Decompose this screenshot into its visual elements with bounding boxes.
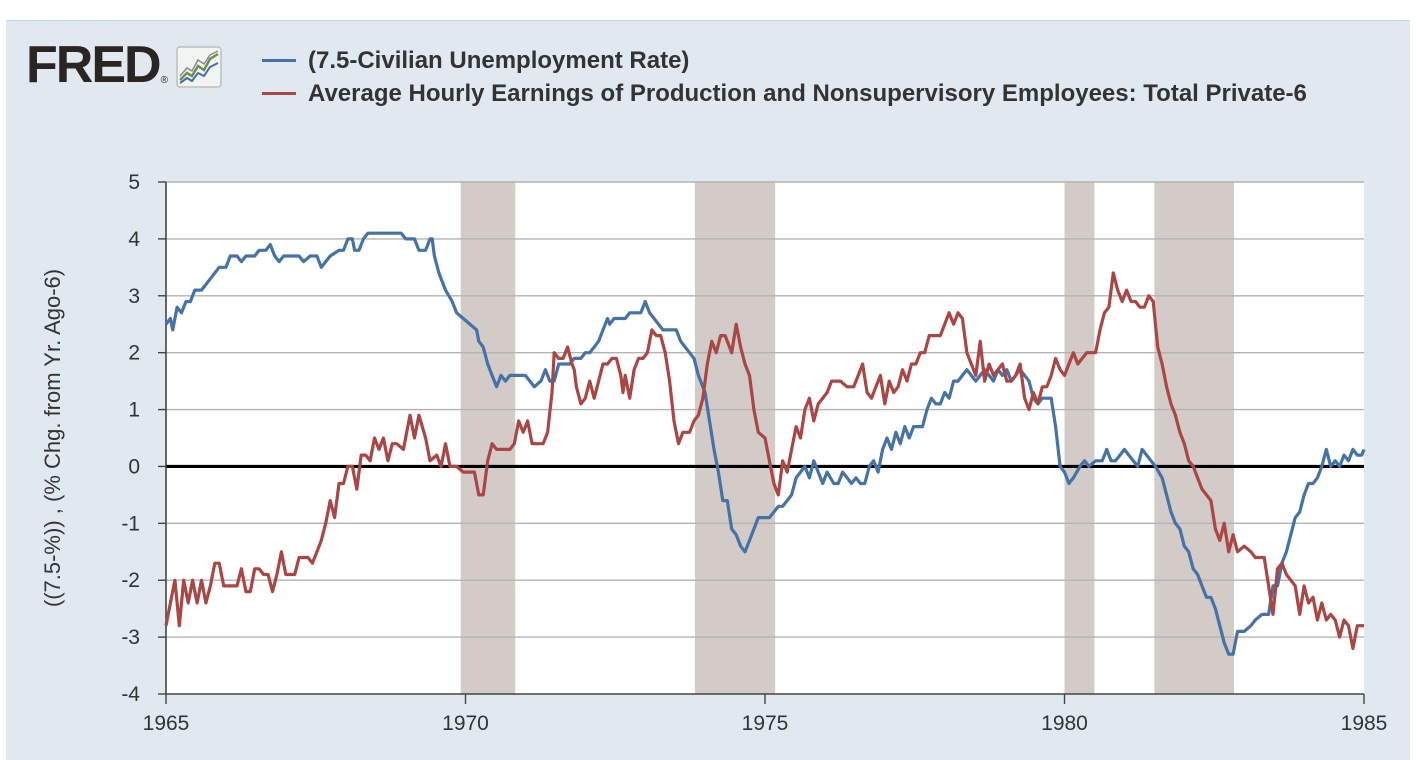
line-chart-icon [176,46,222,88]
legend-entry-unemployment: (7.5-Civilian Unemployment Rate) [262,44,1402,77]
legend-swatch-blue [262,59,296,62]
recession-band-1 [694,182,776,694]
legend-label: (7.5-Civilian Unemployment Rate) [308,47,690,74]
legend-entry-earnings: Average Hourly Earnings of Production an… [262,77,1402,110]
y-tick-label: 0 [128,455,140,478]
recession-band-2 [1064,182,1095,694]
x-tick-label: 1985 [1341,712,1388,735]
legend-swatch-red [262,92,296,95]
y-tick-label: 5 [128,171,140,194]
x-tick-label: 1965 [143,712,190,735]
y-axis-title: ((7.5-%)) , (% Chg. from Yr. Ago-6) [40,269,65,607]
y-tick-label: 3 [128,285,140,308]
x-tick-label: 1980 [1041,712,1088,735]
y-tick-label: -4 [121,683,140,706]
y-tick-label: 4 [128,228,140,251]
y-tick-label: -2 [121,569,140,592]
y-tick-label: 2 [128,342,140,365]
series-line-0 [164,231,1366,656]
logo-text: FRED [26,36,162,94]
recession-band-3 [1154,182,1235,694]
x-tick-label: 1975 [742,712,789,735]
x-tick-label: 1970 [442,712,489,735]
fred-logo: FRED ® [26,36,222,94]
y-tick-label: -1 [121,512,140,535]
legend: (7.5-Civilian Unemployment Rate) Average… [262,44,1402,110]
y-tick-label: 1 [128,399,140,422]
recession-band-0 [460,182,516,694]
legend-label: Average Hourly Earnings of Production an… [308,80,1307,107]
y-tick-label: -3 [121,626,140,649]
series-line-1 [164,271,1364,651]
registered-mark: ® [160,75,168,86]
